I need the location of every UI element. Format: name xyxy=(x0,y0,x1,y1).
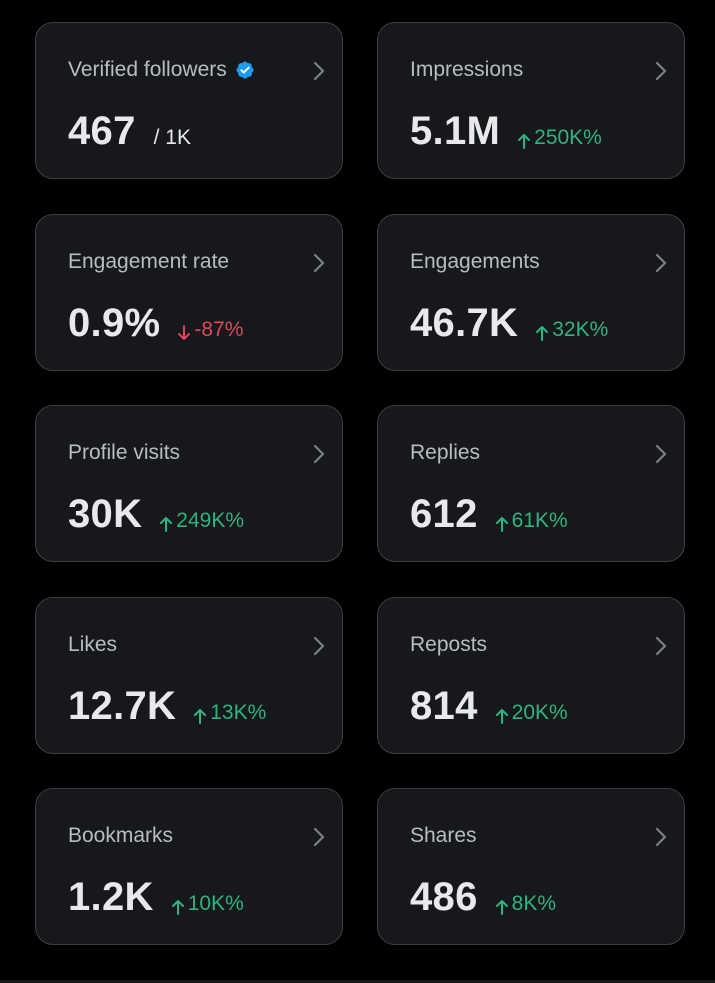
arrow-up-icon xyxy=(494,515,510,533)
value-row: 814 20K% xyxy=(410,684,568,734)
card-engagement-rate[interactable]: Engagement rate 0.9% -87% xyxy=(35,213,343,371)
card-label: Bookmarks xyxy=(68,824,174,847)
chevron-right-icon xyxy=(310,825,328,849)
metric-value: 467 xyxy=(68,109,136,153)
card-profile-visits[interactable]: Profile visits 30K 249K% xyxy=(35,405,343,562)
arrow-up-icon xyxy=(494,707,510,725)
chevron-right-icon xyxy=(310,442,328,466)
change-value: 250K% xyxy=(534,126,602,149)
card-label: Impressions xyxy=(410,58,524,81)
value-row: 486 8K% xyxy=(410,875,556,925)
metric-change: 8K% xyxy=(494,892,556,916)
change-value: 13K% xyxy=(210,700,267,724)
card-label: Replies xyxy=(410,441,481,464)
chevron-right-icon xyxy=(310,634,328,658)
value-row: 0.9% -87% xyxy=(68,301,243,351)
card-reposts[interactable]: Reposts 814 20K% xyxy=(377,596,685,754)
value-row: 1.2K 10K% xyxy=(68,875,244,925)
change-value: 61K% xyxy=(511,509,568,532)
metric-change: 61K% xyxy=(494,509,568,533)
metric-value: 814 xyxy=(410,683,478,728)
metric-value: 46.7K xyxy=(410,300,519,345)
metric-change: 13K% xyxy=(192,701,266,725)
metric-value: 486 xyxy=(410,875,478,919)
card-label-row: Verified followers xyxy=(68,58,255,82)
metric-value: 30K xyxy=(68,492,143,536)
metric-change: 10K% xyxy=(170,892,244,916)
card-label: Engagements xyxy=(410,249,540,273)
arrow-up-icon xyxy=(494,898,510,916)
value-row: 612 61K% xyxy=(410,492,568,542)
value-row: 5.1M 250K% xyxy=(410,109,602,159)
card-verified-followers[interactable]: Verified followers 467 / 1K xyxy=(35,22,343,179)
change-value: -87% xyxy=(194,317,244,341)
card-label: Verified followers xyxy=(68,58,227,81)
bottom-divider xyxy=(0,980,715,983)
chevron-right-icon xyxy=(652,59,670,83)
arrow-down-icon xyxy=(176,324,192,342)
metric-change: -87% xyxy=(176,318,243,342)
change-value: 249K% xyxy=(176,509,244,532)
chevron-right-icon xyxy=(310,59,328,83)
metric-change: 32K% xyxy=(534,318,608,342)
card-label: Shares xyxy=(410,824,477,847)
card-shares[interactable]: Shares 486 8K% xyxy=(377,788,685,945)
value-row: 46.7K 32K% xyxy=(410,301,608,351)
arrow-up-icon xyxy=(192,707,208,725)
value-row: 12.7K 13K% xyxy=(68,684,266,734)
chevron-right-icon xyxy=(310,251,328,275)
metrics-grid: Verified followers 467 / 1K Impressions … xyxy=(35,22,685,945)
value-row: 467 / 1K xyxy=(68,109,191,159)
change-value: 10K% xyxy=(187,892,244,915)
change-value: 32K% xyxy=(552,317,609,341)
card-engagements[interactable]: Engagements 46.7K 32K% xyxy=(377,213,685,371)
chevron-right-icon xyxy=(652,634,670,658)
metric-value: 612 xyxy=(410,492,478,536)
metric-value: 5.1M xyxy=(410,109,501,153)
card-bookmarks[interactable]: Bookmarks 1.2K 10K% xyxy=(35,788,343,945)
chevron-right-icon xyxy=(652,442,670,466)
card-impressions[interactable]: Impressions 5.1M 250K% xyxy=(377,22,685,179)
arrow-up-icon xyxy=(516,132,532,150)
metric-goal: / 1K xyxy=(153,126,191,149)
metric-value: 1.2K xyxy=(68,875,154,919)
metric-value: 12.7K xyxy=(68,683,177,728)
card-label: Profile visits xyxy=(68,441,181,464)
change-value: 20K% xyxy=(511,700,568,724)
metric-value: 0.9% xyxy=(68,300,161,345)
metric-change: 249K% xyxy=(158,509,244,533)
arrow-up-icon xyxy=(170,898,186,916)
chevron-right-icon xyxy=(652,825,670,849)
card-replies[interactable]: Replies 612 61K% xyxy=(377,405,685,562)
metric-change: 250K% xyxy=(516,126,602,150)
card-likes[interactable]: Likes 12.7K 13K% xyxy=(35,596,343,754)
verified-badge-icon xyxy=(235,60,255,80)
change-value: 8K% xyxy=(511,892,556,915)
metric-change: 20K% xyxy=(494,701,568,725)
card-label: Engagement rate xyxy=(68,249,230,273)
value-row: 30K 249K% xyxy=(68,492,244,542)
chevron-right-icon xyxy=(652,251,670,275)
card-label: Reposts xyxy=(410,632,488,656)
arrow-up-icon xyxy=(534,324,550,342)
arrow-up-icon xyxy=(158,515,174,533)
card-label: Likes xyxy=(68,632,118,656)
